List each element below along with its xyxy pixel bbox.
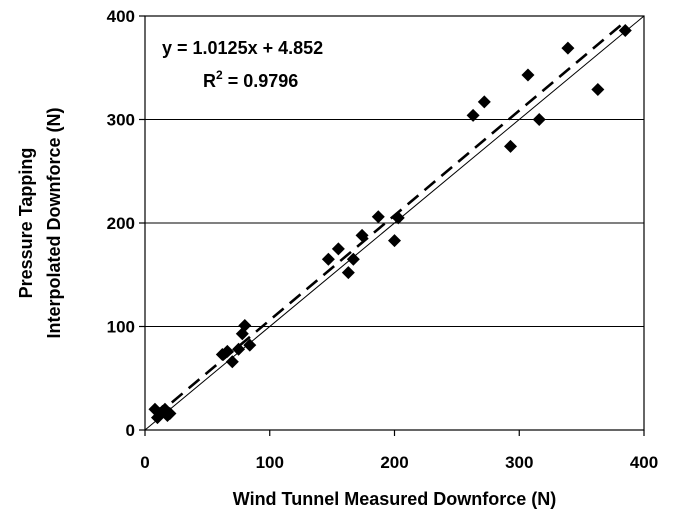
data-point xyxy=(163,406,177,420)
data-point xyxy=(371,210,385,224)
data-point xyxy=(477,95,491,109)
data-point xyxy=(466,108,480,122)
y-tick-label: 400 xyxy=(107,7,135,26)
trendline-layer xyxy=(154,20,627,418)
y-axis-title-line2: Interpolated Downforce (N) xyxy=(44,107,64,338)
y-tick-label: 0 xyxy=(126,421,135,440)
trendline-equation: y = 1.0125x + 4.852 xyxy=(162,38,323,58)
data-point xyxy=(521,68,535,82)
data-points xyxy=(148,23,632,425)
y-axis-title-line1: Pressure Tapping xyxy=(16,148,36,299)
data-point xyxy=(532,113,546,126)
y-tick-label: 100 xyxy=(107,318,135,337)
x-axis-ticks: 0 100 200 300 400 xyxy=(140,430,658,472)
data-point xyxy=(618,23,632,37)
data-point xyxy=(591,82,605,96)
x-tick-label: 100 xyxy=(256,453,284,472)
data-point xyxy=(355,228,369,242)
data-point xyxy=(561,41,575,55)
x-tick-label: 0 xyxy=(140,453,149,472)
r-squared-superscript: 2 xyxy=(216,68,223,82)
data-point xyxy=(391,211,405,225)
r-squared-value: = 0.9796 xyxy=(223,71,299,91)
trendline xyxy=(154,20,627,418)
data-point xyxy=(220,344,234,358)
y-axis-ticks: 0 100 200 300 400 xyxy=(107,7,145,440)
r-squared-label: R2 = 0.9796 xyxy=(203,68,298,91)
data-point xyxy=(238,318,252,332)
x-tick-label: 200 xyxy=(380,453,408,472)
y-tick-label: 300 xyxy=(107,111,135,130)
data-point xyxy=(341,266,355,280)
x-axis-title: Wind Tunnel Measured Downforce (N) xyxy=(233,489,557,509)
data-point xyxy=(504,139,518,153)
data-point xyxy=(243,338,257,352)
data-point xyxy=(232,342,246,356)
data-point xyxy=(331,242,345,256)
x-tick-label: 400 xyxy=(630,453,658,472)
data-point xyxy=(321,252,335,266)
data-point xyxy=(388,234,401,248)
data-point xyxy=(346,252,360,266)
data-point xyxy=(225,355,239,369)
x-tick-label: 300 xyxy=(505,453,533,472)
y-axis-title: Pressure Tapping Interpolated Downforce … xyxy=(16,107,64,338)
y-tick-label: 200 xyxy=(107,214,135,233)
r-squared-r: R xyxy=(203,71,216,91)
